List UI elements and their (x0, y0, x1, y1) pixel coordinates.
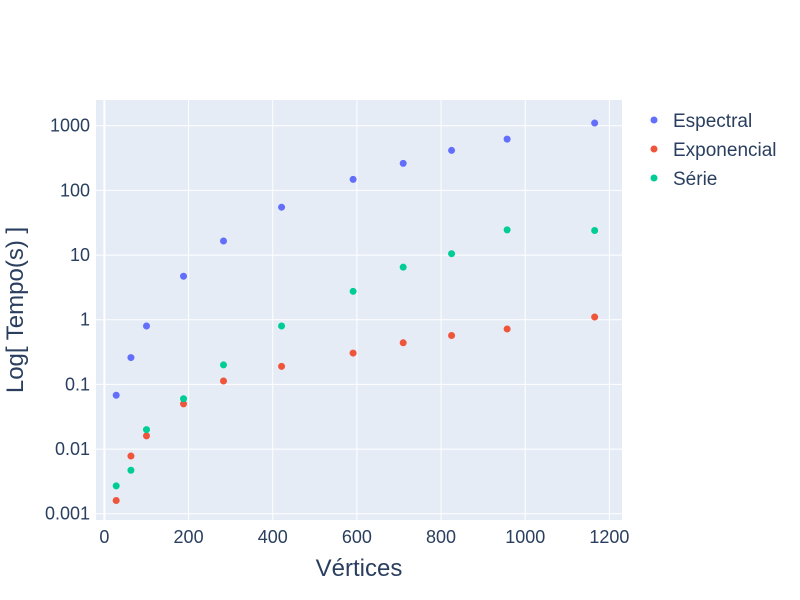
data-point (127, 354, 135, 362)
data-point (399, 159, 407, 167)
data-point (278, 203, 286, 211)
plot-background (96, 100, 622, 520)
y-tick-label: 100 (60, 180, 90, 200)
y-tick-label: 1000 (50, 116, 90, 136)
x-axis-ticks: 0 200 400 600 800 1000 1200 (99, 527, 629, 547)
data-point (591, 313, 599, 321)
data-point (112, 497, 120, 505)
legend-item: Exponencial (650, 140, 777, 161)
data-point (448, 250, 456, 258)
data-point (503, 325, 511, 333)
y-tick-label: 0.1 (65, 374, 90, 394)
series-série (112, 226, 599, 490)
data-point (278, 362, 286, 370)
data-point (180, 272, 188, 280)
data-point (349, 175, 357, 183)
data-point (142, 322, 150, 330)
x-tick-label: 800 (426, 527, 456, 547)
data-points (112, 119, 599, 505)
legend-marker (650, 174, 658, 182)
data-point (448, 332, 456, 340)
data-point (503, 226, 511, 234)
data-point (278, 322, 286, 330)
data-point (591, 119, 599, 127)
data-point (112, 391, 120, 399)
x-tick-label: 1200 (589, 527, 629, 547)
x-tick-label: 400 (258, 527, 288, 547)
data-point (591, 226, 599, 234)
data-point (127, 452, 135, 460)
y-axis-ticks: 0.001 0.01 0.1 1 10 100 1000 (45, 116, 90, 524)
data-point (399, 339, 407, 347)
x-tick-label: 1000 (505, 527, 545, 547)
data-point (112, 482, 120, 490)
data-point (180, 400, 188, 408)
data-point (142, 426, 150, 434)
data-point (220, 361, 228, 369)
y-tick-label: 10 (70, 245, 90, 265)
y-tick-label: 1 (80, 310, 90, 330)
x-axis-title: Vértices (316, 555, 403, 582)
y-tick-label: 0.001 (45, 504, 90, 524)
data-point (220, 237, 228, 245)
legend-label: Exponencial (673, 140, 777, 161)
data-point (503, 135, 511, 143)
x-tick-label: 200 (174, 527, 204, 547)
data-point (142, 432, 150, 440)
legend-marker (650, 116, 658, 124)
y-tick-label: 0.01 (55, 439, 90, 459)
legend-marker (650, 145, 658, 153)
x-tick-label: 600 (342, 527, 372, 547)
data-point (127, 466, 135, 474)
data-point (180, 395, 188, 403)
legend-item: Espectral (650, 111, 752, 132)
y-axis-title: Log[ Tempo(s) ] (2, 227, 29, 393)
legend-label: Espectral (673, 111, 752, 132)
data-point (349, 287, 357, 295)
series-espectral (112, 119, 599, 399)
data-point (448, 146, 456, 154)
x-tick-label: 0 (99, 527, 109, 547)
series-exponencial (112, 313, 599, 505)
legend-label: Série (673, 169, 717, 190)
data-point (349, 349, 357, 357)
legend: Espectral Exponencial Série (650, 111, 777, 190)
legend-item: Série (650, 169, 717, 190)
data-point (399, 263, 407, 271)
data-point (220, 377, 228, 385)
grid-lines (96, 100, 622, 520)
